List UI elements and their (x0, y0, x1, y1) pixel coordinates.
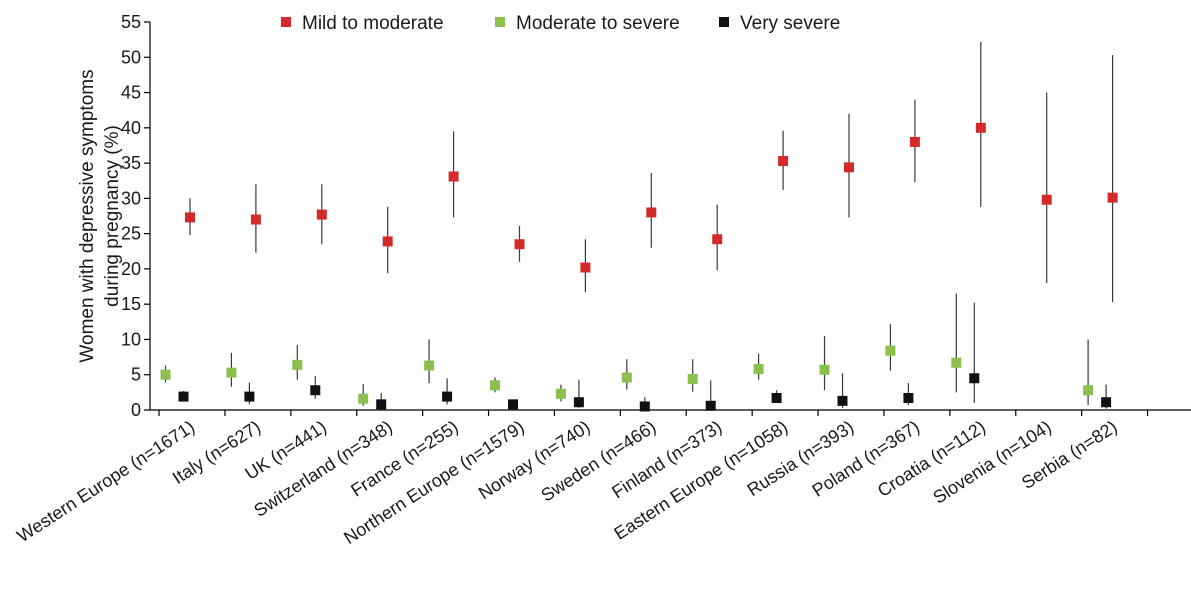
data-point (555, 388, 566, 399)
data-point (753, 364, 764, 375)
data-point (310, 385, 321, 396)
y-axis-title: Women with depressive symptoms during pre… (77, 69, 123, 362)
y-axis-title-line: Women with depressive symptoms (77, 69, 98, 362)
data-point (316, 209, 327, 220)
y-tick-label: 45 (121, 83, 141, 103)
data-point (1083, 385, 1094, 396)
y-tick-label: 5 (131, 365, 141, 385)
y-tick-label: 15 (121, 294, 141, 314)
data-point (819, 364, 830, 375)
data-point (975, 122, 986, 133)
data-point (951, 357, 962, 368)
data-point (778, 155, 789, 166)
data-point (382, 236, 393, 247)
data-point (903, 393, 914, 404)
y-tick-label: 20 (121, 259, 141, 279)
data-point (1107, 192, 1118, 203)
data-point (292, 359, 303, 370)
y-tick-label: 35 (121, 153, 141, 173)
data-point (621, 372, 632, 383)
data-point (508, 399, 518, 410)
data-point (646, 207, 657, 218)
data-point (1101, 397, 1112, 408)
y-axis-title-line: during pregnancy (%) (102, 125, 123, 307)
y-tick-label: 0 (131, 400, 141, 420)
legend: Mild to moderate Moderate to severe Very s… (281, 13, 840, 34)
data-point (969, 373, 980, 384)
y-tick-label: 25 (121, 224, 141, 244)
y-tick-label: 10 (121, 329, 141, 349)
y-tick-label: 30 (121, 188, 141, 208)
data-point (1041, 194, 1052, 205)
data-point (712, 234, 723, 245)
legend-swatch (281, 17, 291, 27)
legend-label: Mild to moderate (302, 13, 444, 34)
y-tick-label: 55 (121, 12, 141, 32)
data-point (160, 369, 171, 380)
y-axis: 0 5 10 15 20 25 30 35 40 45 50 55 (121, 12, 151, 420)
data-point (226, 367, 237, 378)
data-point (358, 393, 369, 404)
data-point (514, 239, 525, 250)
legend-swatch (719, 17, 729, 27)
data-point (424, 360, 435, 371)
data-point (573, 397, 584, 408)
x-tick-label: Norway (n=740) (475, 417, 594, 504)
data-point (185, 212, 195, 223)
x-tick-label: Slovenia (n=104) (929, 417, 1054, 508)
data-point (885, 345, 896, 356)
plot-marks (160, 41, 1118, 412)
legend-label: Very severe (740, 13, 840, 34)
x-tick-label: Sweden (n=466) (537, 417, 659, 506)
y-tick-label: 50 (121, 47, 141, 67)
data-point (580, 262, 591, 273)
data-point (244, 391, 255, 402)
y-tick-label: 40 (121, 118, 141, 138)
data-point (490, 380, 500, 391)
data-point (909, 136, 920, 147)
data-point (837, 395, 848, 406)
legend-swatch (495, 17, 505, 27)
data-point (448, 171, 459, 182)
data-point (639, 401, 650, 412)
data-point (771, 393, 782, 404)
legend-label: Moderate to severe (516, 13, 680, 34)
data-point (442, 391, 453, 402)
data-point (705, 400, 716, 411)
data-point (687, 373, 698, 384)
data-point (178, 391, 189, 402)
data-point (844, 162, 854, 173)
x-axis: Western Europe (n=1671)Italy (n=627)UK (… (13, 409, 1191, 548)
data-point (250, 214, 261, 225)
data-point (376, 399, 387, 410)
x-tick-label: Western Europe (n=1671) (13, 417, 198, 547)
